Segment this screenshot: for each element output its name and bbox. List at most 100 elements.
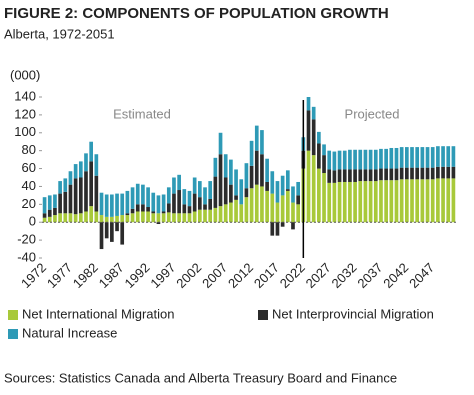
- bar-segment: [63, 213, 68, 223]
- bar-segment: [430, 167, 435, 180]
- bar-segment: [342, 181, 347, 223]
- x-tick-label: 2017: [251, 260, 282, 291]
- bar-segment: [42, 213, 47, 218]
- bar-segment: [218, 154, 223, 207]
- annotation: Estimated: [113, 106, 171, 121]
- bar-segment: [53, 194, 57, 208]
- bar-segment: [229, 159, 233, 185]
- bar-segment: [223, 204, 228, 223]
- bar-segment: [229, 184, 233, 203]
- bar-segment: [177, 174, 181, 191]
- bar-segment: [234, 195, 238, 200]
- bar-segment: [342, 169, 347, 182]
- legend-label: Net International Migration: [22, 306, 174, 321]
- bar-segment: [94, 154, 99, 176]
- bar-segment: [141, 184, 145, 205]
- x-tick-label: 2027: [303, 260, 334, 291]
- bar-segment: [275, 181, 280, 203]
- bar-segment: [99, 215, 104, 223]
- bar-segment: [89, 141, 93, 162]
- bar-segment: [270, 193, 275, 223]
- bar-segment: [73, 214, 78, 223]
- bar-segment: [322, 155, 326, 174]
- bar-segment: [441, 146, 445, 167]
- bar-segment: [104, 222, 109, 239]
- x-tick-label: 1987: [96, 260, 127, 291]
- bar-segment: [265, 158, 269, 182]
- bar-segment: [218, 206, 223, 223]
- x-tick-label: 1997: [147, 260, 178, 291]
- bar-segment: [192, 177, 197, 194]
- bar-segment: [348, 149, 352, 170]
- bar-segment: [306, 150, 311, 223]
- bar-segment: [53, 207, 57, 216]
- bar-segment: [446, 178, 451, 223]
- bar-segment: [446, 166, 451, 179]
- bar-segment: [208, 209, 213, 223]
- bar-segment: [63, 191, 68, 214]
- bar-segment: [120, 222, 125, 245]
- bar-segment: [84, 153, 88, 172]
- bar-segment: [135, 183, 140, 205]
- bar-segment: [244, 188, 249, 198]
- bar-segment: [125, 190, 130, 214]
- bar-segment: [337, 181, 342, 223]
- bar-segment: [311, 155, 316, 223]
- bar-segment: [161, 211, 166, 214]
- bar-segment: [84, 211, 88, 223]
- bar-segment: [125, 215, 130, 223]
- bar-segment: [363, 149, 368, 170]
- bar-segment: [42, 217, 47, 223]
- bar-segment: [270, 171, 275, 194]
- bar-segment: [306, 110, 311, 151]
- chart-subtitle: Alberta, 1972-2051: [4, 26, 115, 41]
- bar-segment: [410, 147, 414, 168]
- x-tick-label: 1982: [70, 260, 101, 291]
- bar-segment: [99, 222, 104, 250]
- y-tick-label: 60: [22, 160, 36, 175]
- bar-segment: [187, 206, 192, 214]
- bar-segment: [384, 180, 388, 223]
- y-tick-label: 80: [22, 142, 36, 157]
- bar-segment: [249, 140, 254, 166]
- bar-segment: [291, 202, 295, 223]
- bar-segment: [182, 204, 187, 214]
- bar-segment: [275, 202, 280, 223]
- bar-segment: [187, 190, 192, 207]
- bar-segment: [285, 170, 290, 190]
- bar-segment: [317, 143, 321, 169]
- bar-segment: [63, 178, 68, 192]
- bar-segment: [379, 148, 383, 169]
- bar-segment: [405, 179, 409, 223]
- bar-segment: [254, 150, 259, 185]
- bar-segment: [441, 178, 445, 223]
- y-tick-label: -20: [17, 232, 36, 247]
- y-tick-label: 100: [14, 124, 36, 139]
- bar-segment: [430, 147, 435, 168]
- bar-segment: [182, 189, 187, 205]
- bar-segment: [198, 209, 202, 223]
- bar-segment: [332, 182, 337, 223]
- bar-segment: [332, 170, 337, 183]
- bar-segment: [208, 181, 213, 199]
- bar-segment: [223, 154, 228, 178]
- x-tick-label: 2032: [329, 260, 360, 291]
- bar-segment: [260, 186, 264, 223]
- bar-segment: [348, 181, 352, 223]
- x-tick-label: 2022: [277, 260, 308, 291]
- bar-segment: [130, 187, 135, 209]
- bar-segment: [172, 177, 176, 194]
- bar-segment: [420, 167, 425, 180]
- bar-segment: [47, 209, 52, 217]
- bar-segment: [192, 193, 197, 212]
- bar-segment: [78, 161, 83, 178]
- bar-segment: [249, 188, 254, 223]
- x-tick-label: 1977: [44, 260, 75, 291]
- bar-segment: [373, 181, 378, 223]
- x-tick-label: 2037: [354, 260, 385, 291]
- bar-segment: [135, 211, 140, 223]
- bar-segment: [441, 166, 445, 179]
- bar-segment: [58, 213, 62, 223]
- bar-segment: [368, 149, 373, 170]
- bar-segment: [73, 178, 78, 215]
